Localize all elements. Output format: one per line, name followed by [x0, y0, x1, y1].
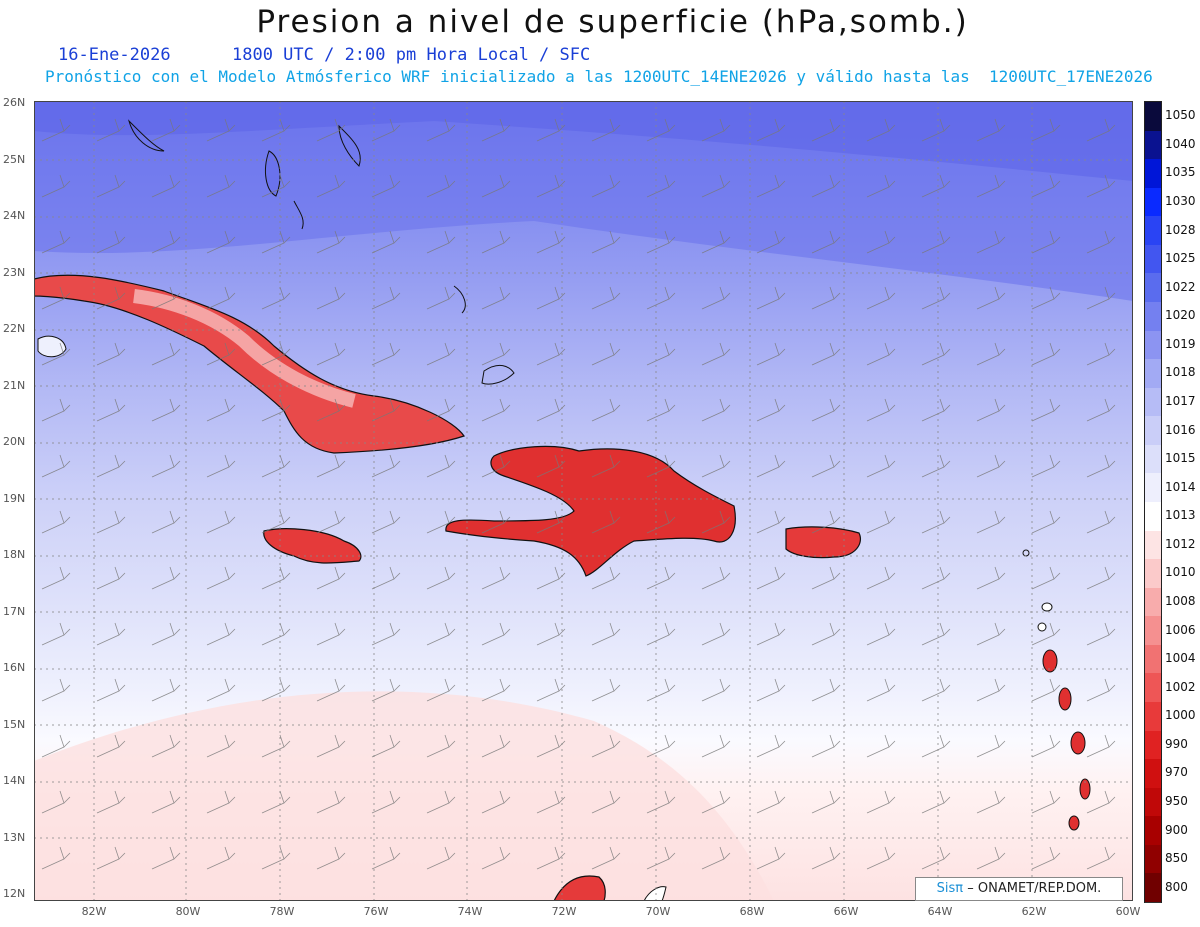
- colorbar-label: 1016: [1165, 422, 1196, 437]
- lat-label: 23N: [3, 265, 26, 279]
- colorbar-swatch: [1145, 502, 1161, 532]
- colorbar-label: 1035: [1165, 165, 1196, 180]
- colorbar-swatch: [1145, 473, 1161, 503]
- lat-label: 17N: [3, 604, 26, 618]
- colorbar-swatch: [1145, 416, 1161, 446]
- credit-box: Sisπ – ONAMET/REP.DOM.: [915, 877, 1123, 901]
- colorbar-swatch: [1145, 359, 1161, 389]
- colorbar-swatch: [1145, 102, 1161, 132]
- colorbar-label: 970: [1165, 765, 1188, 780]
- colorbar-label: 850: [1165, 851, 1188, 866]
- pressure-colorbar: [1144, 101, 1162, 903]
- colorbar-label: 1014: [1165, 479, 1196, 494]
- lon-label: 76W: [363, 905, 389, 918]
- lat-label: 24N: [3, 209, 26, 222]
- colorbar-swatch: [1145, 673, 1161, 703]
- lat-label: 20N: [3, 435, 26, 448]
- lat-label: 12N: [3, 887, 26, 900]
- colorbar-label: 1004: [1165, 651, 1196, 666]
- lat-label: 21N: [3, 378, 26, 392]
- colorbar-swatch: [1145, 302, 1161, 332]
- model-info-line: Pronóstico con el Modelo Atmósferico WRF…: [45, 67, 1153, 86]
- colorbar-swatch: [1145, 559, 1161, 589]
- lat-label: 19N: [3, 491, 26, 505]
- lat-label: 22N: [3, 322, 26, 335]
- colorbar-label: 1028: [1165, 222, 1196, 237]
- colorbar-swatch: [1145, 587, 1161, 618]
- colorbar-swatch: [1145, 616, 1161, 646]
- lon-label: 66W: [833, 905, 859, 918]
- colorbar-label: 1002: [1165, 679, 1196, 694]
- lon-label: 70W: [645, 905, 671, 918]
- lat-label: 18N: [3, 548, 26, 561]
- colorbar-label: 1022: [1165, 279, 1196, 294]
- lat-label: 16N: [3, 661, 26, 674]
- colorbar-swatch: [1145, 530, 1161, 561]
- colorbar-label: 1008: [1165, 594, 1196, 608]
- colorbar-label: 1000: [1165, 708, 1196, 723]
- colorbar-swatch: [1145, 816, 1161, 846]
- colorbar-label: 1017: [1165, 394, 1196, 408]
- credit-text: – ONAMET/REP.DOM.: [967, 881, 1102, 896]
- colorbar-swatch: [1145, 730, 1161, 761]
- colorbar-label: 1030: [1165, 194, 1196, 208]
- colorbar-swatch: [1145, 787, 1161, 818]
- colorbar-swatch: [1145, 759, 1161, 789]
- valid-time-line: 16-Ene-2026 1800 UTC / 2:00 pm Hora Loca…: [58, 45, 591, 65]
- pressure-map: [34, 101, 1133, 901]
- colorbar-label: 1040: [1165, 136, 1196, 151]
- lon-label: 80W: [175, 905, 201, 918]
- colorbar-label: 800: [1165, 879, 1188, 894]
- lon-label: 68W: [739, 905, 765, 918]
- colorbar-swatch: [1145, 159, 1161, 189]
- colorbar-label: 950: [1165, 794, 1188, 808]
- colorbar-label: 1012: [1165, 536, 1196, 551]
- colorbar-label: 1015: [1165, 451, 1196, 466]
- colorbar-swatch: [1145, 330, 1161, 361]
- lon-label: 60W: [1115, 905, 1141, 918]
- colorbar-swatch: [1145, 644, 1161, 675]
- colorbar-swatch: [1145, 130, 1161, 161]
- lon-label: 78W: [269, 905, 295, 918]
- colorbar-label: 1006: [1165, 622, 1196, 637]
- lat-label: 25N: [3, 152, 26, 166]
- lon-label: 64W: [927, 905, 953, 918]
- colorbar-label: 1020: [1165, 308, 1196, 323]
- colorbar-swatch: [1145, 187, 1161, 218]
- colorbar-label: 1018: [1165, 365, 1196, 380]
- lon-label: 74W: [457, 905, 483, 918]
- colorbar-swatch: [1145, 873, 1161, 903]
- colorbar-swatch: [1145, 387, 1161, 418]
- colorbar-swatch: [1145, 444, 1161, 475]
- colorbar-swatch: [1145, 844, 1161, 875]
- colorbar-label: 990: [1165, 736, 1188, 751]
- lon-label: 62W: [1021, 905, 1047, 918]
- colorbar-label: 1050: [1165, 108, 1196, 123]
- colorbar-swatch: [1145, 244, 1161, 275]
- lon-label: 82W: [81, 905, 107, 918]
- lon-label: 72W: [551, 905, 577, 918]
- colorbar-label: 900: [1165, 822, 1188, 837]
- lat-label: 15N: [3, 717, 26, 731]
- lat-label: 26N: [3, 96, 26, 109]
- colorbar-label: 1025: [1165, 251, 1196, 266]
- colorbar-swatch: [1145, 702, 1161, 732]
- colorbar-swatch: [1145, 273, 1161, 303]
- lat-label: 14N: [3, 774, 26, 787]
- colorbar-label: 1019: [1165, 336, 1196, 351]
- pressure-map-svg: [34, 101, 1133, 901]
- map-title: Presion a nivel de superficie (hPa,somb.…: [256, 4, 969, 40]
- sispi-logo: Sisπ: [936, 881, 964, 896]
- colorbar-label: 1010: [1165, 565, 1196, 580]
- colorbar-swatch: [1145, 216, 1161, 246]
- colorbar-label: 1013: [1165, 508, 1196, 523]
- lat-label: 13N: [3, 830, 26, 844]
